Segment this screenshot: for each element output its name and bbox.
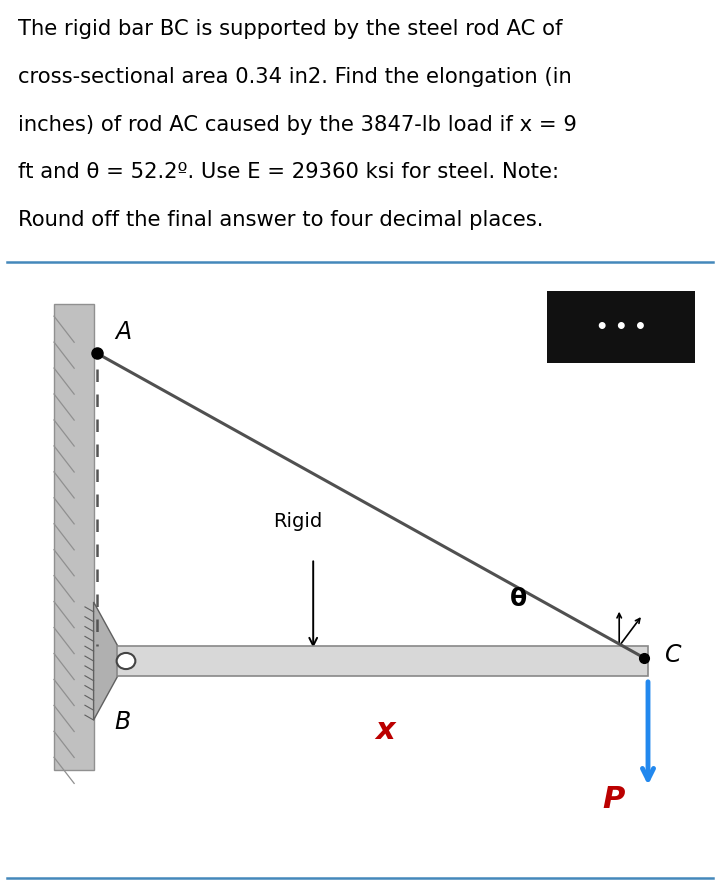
Text: B: B <box>114 710 130 734</box>
Polygon shape <box>94 602 126 720</box>
Text: P: P <box>603 785 625 814</box>
Text: inches) of rod AC caused by the 3847-lb load if x = 9: inches) of rod AC caused by the 3847-lb … <box>18 114 577 134</box>
Polygon shape <box>54 304 94 770</box>
Text: Round off the final answer to four decimal places.: Round off the final answer to four decim… <box>18 210 544 230</box>
Text: C: C <box>665 643 681 667</box>
Polygon shape <box>117 646 648 676</box>
Text: cross-sectional area 0.34 in2. Find the elongation (in: cross-sectional area 0.34 in2. Find the … <box>18 67 572 87</box>
Circle shape <box>117 653 135 669</box>
Text: A: A <box>115 320 131 344</box>
Text: • • •: • • • <box>595 317 647 336</box>
Text: The rigid bar BC is supported by the steel rod AC of: The rigid bar BC is supported by the ste… <box>18 19 562 39</box>
Text: x: x <box>375 716 395 746</box>
Polygon shape <box>547 291 695 363</box>
Text: ft and θ = 52.2º. Use E = 29360 ksi for steel. Note:: ft and θ = 52.2º. Use E = 29360 ksi for … <box>18 162 559 182</box>
Text: Rigid: Rigid <box>274 511 323 531</box>
Text: θ: θ <box>510 587 527 611</box>
